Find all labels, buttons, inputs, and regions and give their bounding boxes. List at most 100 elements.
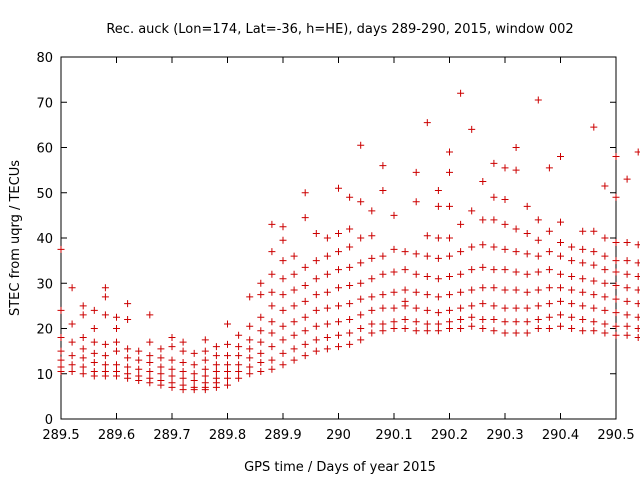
data-point bbox=[612, 257, 620, 265]
data-point bbox=[224, 340, 231, 348]
data-point bbox=[335, 184, 342, 192]
data-point bbox=[634, 334, 640, 342]
data-point bbox=[501, 245, 509, 253]
data-point bbox=[423, 291, 431, 299]
data-point bbox=[246, 370, 254, 378]
data-point bbox=[568, 286, 576, 294]
data-point bbox=[201, 372, 209, 380]
data-point bbox=[235, 361, 243, 369]
data-point bbox=[579, 245, 587, 253]
data-point bbox=[612, 268, 620, 276]
data-point bbox=[501, 286, 509, 294]
data-point bbox=[557, 322, 564, 330]
data-point bbox=[612, 153, 620, 161]
data-point bbox=[124, 354, 132, 362]
data-point bbox=[57, 306, 65, 314]
data-point bbox=[534, 236, 542, 244]
data-point bbox=[79, 363, 87, 371]
data-point bbox=[235, 352, 243, 360]
data-point bbox=[357, 234, 365, 242]
data-point bbox=[279, 236, 287, 244]
data-point bbox=[601, 293, 609, 301]
data-point bbox=[268, 302, 276, 310]
data-point bbox=[545, 284, 553, 292]
data-point bbox=[523, 202, 531, 210]
data-point bbox=[557, 239, 564, 247]
data-point bbox=[279, 322, 287, 330]
data-point bbox=[224, 381, 231, 389]
data-point bbox=[268, 318, 276, 326]
data-point bbox=[568, 272, 576, 280]
data-point bbox=[357, 336, 365, 344]
data-point bbox=[623, 284, 631, 292]
data-point bbox=[412, 288, 420, 296]
data-point bbox=[312, 322, 320, 330]
data-point bbox=[224, 361, 231, 369]
data-point bbox=[557, 270, 564, 278]
data-point bbox=[590, 248, 598, 256]
data-point bbox=[57, 363, 65, 371]
data-point bbox=[312, 229, 320, 237]
y-tick-label: 80 bbox=[36, 51, 53, 66]
data-point bbox=[434, 234, 442, 242]
data-point bbox=[512, 225, 520, 233]
y-tick-label: 50 bbox=[36, 187, 53, 202]
data-point bbox=[268, 343, 276, 351]
data-point bbox=[157, 370, 165, 378]
data-point bbox=[168, 356, 176, 364]
data-point bbox=[246, 293, 254, 301]
data-point bbox=[490, 266, 498, 274]
data-point bbox=[113, 347, 120, 355]
data-point bbox=[490, 243, 498, 251]
data-point bbox=[357, 325, 365, 332]
data-point bbox=[545, 325, 553, 332]
data-point bbox=[135, 356, 143, 364]
data-point bbox=[57, 245, 65, 253]
data-point bbox=[468, 313, 476, 321]
data-point bbox=[590, 261, 598, 269]
data-point bbox=[323, 334, 331, 342]
data-point bbox=[90, 306, 98, 314]
data-point bbox=[135, 347, 143, 355]
data-point bbox=[457, 304, 465, 312]
data-point bbox=[246, 322, 254, 330]
data-point bbox=[179, 367, 187, 375]
data-point bbox=[101, 367, 109, 375]
data-point bbox=[457, 270, 465, 278]
data-point bbox=[357, 279, 365, 287]
data-point bbox=[446, 168, 453, 176]
y-axis-label: STEC from uqrg / TECUs bbox=[8, 160, 23, 316]
data-point bbox=[346, 329, 354, 337]
data-point bbox=[212, 367, 220, 375]
data-point bbox=[423, 119, 431, 127]
data-point bbox=[357, 198, 365, 206]
data-point bbox=[557, 297, 564, 305]
data-point bbox=[279, 336, 287, 344]
data-point bbox=[534, 325, 542, 332]
data-point bbox=[501, 329, 509, 337]
data-point bbox=[423, 327, 431, 335]
data-point bbox=[612, 309, 620, 317]
data-point bbox=[457, 248, 465, 256]
data-point bbox=[290, 302, 298, 310]
data-point bbox=[335, 266, 342, 274]
data-point bbox=[257, 279, 265, 287]
data-point bbox=[235, 343, 243, 351]
data-point bbox=[335, 284, 342, 292]
data-point bbox=[534, 286, 542, 294]
data-point bbox=[146, 352, 154, 360]
data-point bbox=[379, 291, 387, 299]
data-point bbox=[457, 220, 465, 228]
data-point bbox=[523, 229, 531, 237]
data-point bbox=[634, 313, 640, 321]
data-point bbox=[545, 227, 553, 235]
data-point bbox=[79, 302, 87, 310]
data-point bbox=[423, 272, 431, 280]
data-point bbox=[390, 245, 398, 253]
data-point bbox=[612, 239, 620, 247]
y-tick-label: 70 bbox=[36, 96, 53, 111]
data-point bbox=[101, 293, 109, 301]
data-point bbox=[157, 377, 165, 385]
data-point bbox=[446, 325, 453, 332]
data-point bbox=[246, 336, 254, 344]
